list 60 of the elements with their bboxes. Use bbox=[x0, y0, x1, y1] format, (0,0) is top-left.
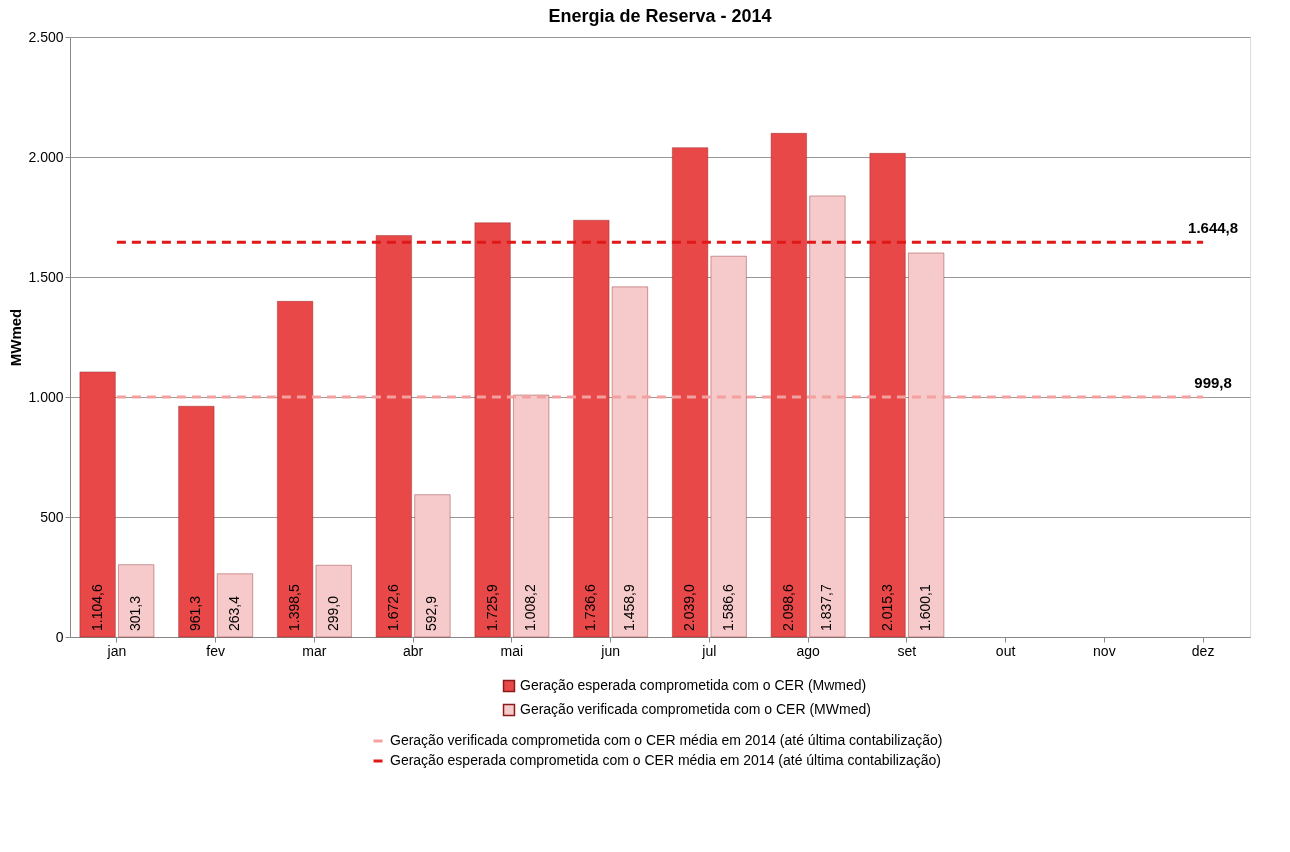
data-label: 1.672,6 bbox=[384, 584, 401, 631]
bar bbox=[79, 371, 116, 638]
data-label: 1.458,9 bbox=[620, 584, 637, 631]
x-tick-label: set bbox=[897, 642, 917, 659]
bar bbox=[710, 256, 747, 638]
x-tick-label: nov bbox=[1093, 642, 1116, 659]
annotation: 999,8 bbox=[1194, 374, 1232, 392]
y-axis-title: MWmed bbox=[7, 308, 25, 367]
y-tick-label: 2.000 bbox=[28, 148, 64, 165]
x-tick-label: jan bbox=[106, 642, 127, 659]
data-label: 1.736,6 bbox=[582, 584, 599, 631]
bar bbox=[375, 235, 412, 638]
legend-label: Geração verificada comprometida com o CER (MWmed) bbox=[520, 701, 871, 717]
x-tick-label: ago bbox=[796, 642, 821, 659]
bar bbox=[118, 564, 155, 638]
bar bbox=[869, 153, 906, 638]
data-label: 2.015,3 bbox=[878, 584, 895, 631]
data-label: 961,3 bbox=[187, 595, 204, 631]
y-tick-label: 2.500 bbox=[28, 28, 64, 45]
legend-label: Geração esperada comprometida com o CER (Mwmed) bbox=[520, 677, 867, 693]
data-label: 1.398,5 bbox=[286, 584, 303, 631]
bar bbox=[474, 222, 511, 638]
data-label: 1.725,9 bbox=[483, 584, 500, 631]
annotation: 1.644,8 bbox=[1188, 219, 1239, 237]
data-label: 1.586,6 bbox=[719, 584, 736, 631]
bar bbox=[672, 147, 709, 638]
bar bbox=[513, 394, 550, 638]
data-label: 2.039,0 bbox=[681, 584, 698, 631]
data-label: 299,0 bbox=[324, 595, 341, 631]
bar bbox=[573, 220, 610, 638]
bar bbox=[908, 252, 945, 638]
y-tick-label: 1.500 bbox=[28, 268, 64, 285]
x-tick-label: mai bbox=[500, 642, 524, 659]
bar bbox=[414, 494, 451, 638]
bar bbox=[216, 573, 253, 638]
bar bbox=[611, 286, 648, 638]
x-tick-label: out bbox=[995, 642, 1016, 659]
x-tick-label: fev bbox=[206, 642, 225, 659]
x-tick-label: dez bbox=[1191, 642, 1215, 659]
x-tick-label: mar bbox=[302, 642, 327, 659]
bar bbox=[809, 195, 846, 638]
legend-label: Geração verificada comprometida com o CER média em 2014 (até última contabilização) bbox=[390, 732, 943, 748]
y-tick-label: 500 bbox=[40, 508, 64, 525]
x-tick-label: jun bbox=[600, 642, 620, 659]
data-label: 1.600,1 bbox=[917, 584, 934, 631]
data-label: 1.104,6 bbox=[88, 584, 105, 631]
chart-title: Energia de Reserva - 2014 bbox=[548, 6, 772, 26]
x-tick-label: abr bbox=[403, 642, 424, 659]
x-tick-label: jul bbox=[701, 642, 717, 659]
legend-label: Geração esperada comprometida com o CER média em 2014 (até última contabilização) bbox=[390, 752, 941, 768]
y-tick-label: 1.000 bbox=[28, 388, 64, 405]
data-label: 2.098,6 bbox=[779, 584, 796, 631]
data-label: 301,3 bbox=[127, 595, 144, 631]
data-label: 1.837,7 bbox=[818, 584, 835, 631]
data-label: 263,4 bbox=[225, 595, 242, 631]
data-label: 1.008,2 bbox=[522, 584, 539, 631]
bar bbox=[178, 406, 215, 638]
data-label: 592,9 bbox=[423, 595, 440, 631]
y-tick-label: 0 bbox=[55, 628, 64, 645]
bar bbox=[770, 133, 807, 638]
